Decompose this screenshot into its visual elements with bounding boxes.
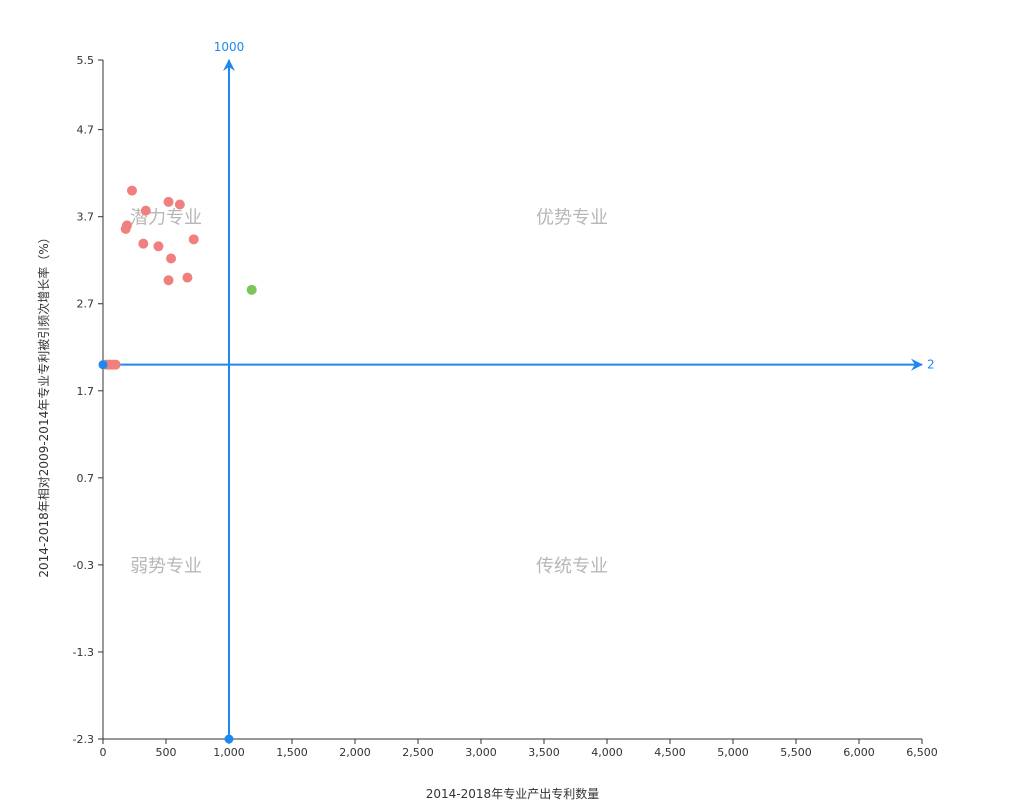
scatter-point-potential [188, 234, 199, 245]
x-tick-label: 500 [156, 746, 177, 759]
x-tick-label: 4,000 [591, 746, 623, 759]
scatter-point-reference [98, 360, 108, 370]
x-tick-label: 6,500 [906, 746, 938, 759]
scatter-point-potential [174, 199, 185, 210]
x-tick-label: 2,000 [339, 746, 371, 759]
y-tick-label: 4.7 [77, 124, 95, 137]
x-tick-label: 5,500 [780, 746, 812, 759]
scatter-point-potential [166, 253, 177, 264]
x-tick-label: 6,000 [843, 746, 875, 759]
scatter-point-reference [224, 734, 234, 744]
scatter-point-potential [120, 223, 131, 234]
x-tick-label: 1,500 [276, 746, 308, 759]
y-tick-label: -2.3 [73, 733, 94, 746]
x-tick-label: 2,500 [402, 746, 434, 759]
scatter-point-potential [153, 241, 164, 252]
y-tick-label: 0.7 [77, 472, 95, 485]
x-tick-label: 3,000 [465, 746, 497, 759]
x-tick-label: 5,000 [717, 746, 749, 759]
y-tick-label: 5.5 [77, 54, 95, 67]
scatter-point-potential [138, 238, 149, 249]
reference-lines: 1000 2 [103, 40, 935, 739]
x-tick-label: 0 [100, 746, 107, 759]
x-tick-label: 1,000 [213, 746, 245, 759]
scatter-point-potential [163, 275, 174, 286]
scatter-point-potential [163, 196, 174, 207]
x-axis-title: 2014-2018年专业产出专利数量 [426, 786, 599, 800]
quadrant-label-advantage: 优势专业 [536, 208, 608, 229]
x-tick-label: 3,500 [528, 746, 560, 759]
quadrant-label-weak: 弱势专业 [130, 556, 202, 577]
scatter-point-potential [140, 205, 151, 216]
horizontal-reference-label: 2 [927, 358, 935, 372]
y-axis-title: 2014-2018年相对2009-2014年专业专利被引频次增长率（%） [36, 231, 51, 577]
scatter-point-advantage [246, 284, 257, 295]
y-tick-label: 2.7 [77, 298, 95, 311]
scatter-point-potential [110, 359, 121, 370]
vertical-reference-label: 1000 [214, 40, 245, 54]
axes: 0 500 1,000 1,500 2,000 2,500 3,000 3,500 4,000 4… [36, 54, 938, 800]
x-tick-label: 4,500 [654, 746, 686, 759]
y-tick-label: -0.3 [73, 559, 94, 572]
scatter-point-potential [182, 272, 193, 283]
scatter-point-potential [126, 185, 137, 196]
quadrant-label-traditional: 传统专业 [536, 556, 608, 577]
y-tick-label: 3.7 [77, 211, 95, 224]
quadrant-label-potential: 潜力专业 [130, 208, 202, 229]
y-tick-label: -1.3 [73, 646, 94, 659]
data-points [98, 185, 257, 744]
y-tick-label: 1.7 [77, 385, 95, 398]
